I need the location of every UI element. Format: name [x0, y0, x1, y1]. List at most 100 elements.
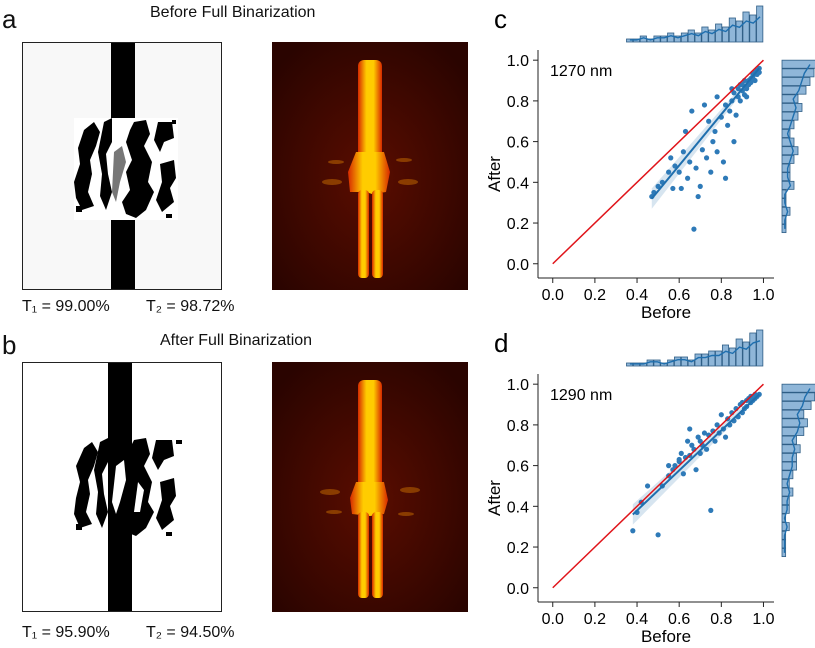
top-histogram-bar	[687, 359, 695, 367]
top-histogram-bar	[694, 32, 702, 43]
panel-letter-a: a	[2, 4, 17, 34]
right-histogram-bar	[781, 496, 790, 506]
right-histogram-bar	[781, 427, 805, 436]
scatter-point	[689, 108, 695, 114]
top-histogram-bar	[694, 353, 702, 367]
scatter-point	[725, 122, 731, 128]
transmission-t2-before: T₂ = 98.72%	[146, 298, 235, 315]
top-histogram-bar	[742, 341, 750, 367]
top-histogram-bar	[735, 20, 743, 43]
scatter-point	[682, 128, 689, 135]
right-histogram-bar	[781, 418, 808, 428]
scatter-point	[731, 90, 737, 96]
x-axis-label: Before	[641, 627, 691, 646]
right-histogram-bar	[781, 470, 794, 480]
regression-line	[651, 67, 761, 200]
scatter-point	[644, 483, 651, 489]
right-histogram-bar	[781, 59, 815, 69]
right-density-curve	[783, 388, 811, 553]
right-histogram-bar	[781, 409, 805, 419]
field-map-after	[272, 362, 468, 612]
right-histogram-bar	[781, 163, 791, 173]
scatter-point	[697, 183, 703, 189]
right-histogram-bar	[781, 94, 799, 104]
top-histogram-bar	[728, 17, 736, 43]
transmission-t1-after: T₁ = 95.90%	[22, 624, 110, 641]
scatter-point	[701, 102, 708, 108]
scatter-point	[678, 450, 684, 456]
y-tick-label: 0.2	[507, 540, 529, 557]
y-tick-label: 0.4	[507, 499, 529, 516]
scatter-point	[697, 438, 703, 444]
scatter-point	[687, 159, 693, 165]
scatter-point	[672, 463, 678, 469]
scatter-point	[685, 175, 691, 181]
right-histogram-bar	[781, 461, 797, 471]
top-histogram-bar	[674, 356, 682, 367]
scatter-point	[752, 77, 758, 84]
right-histogram-bar	[781, 68, 815, 78]
top-density-curve	[629, 16, 761, 41]
panel-title-a: Before Full Binarization	[150, 4, 316, 21]
x-tick-label: 0.4	[626, 287, 648, 304]
y-tick-label: 0.4	[507, 175, 529, 192]
right-histogram-bar	[781, 111, 799, 121]
top-histogram-bar	[715, 350, 723, 367]
top-histogram-bar	[680, 32, 688, 43]
scatter-point	[693, 467, 699, 473]
scatter-point	[708, 169, 714, 175]
scatter-point	[655, 532, 661, 538]
right-histogram-bar	[781, 189, 787, 199]
scatter-point	[670, 185, 676, 192]
x-tick-label: 0.0	[542, 611, 564, 628]
design-pattern	[74, 118, 178, 220]
scatter-point	[701, 430, 708, 436]
y-tick-label: 0.0	[507, 581, 529, 598]
scatter-point	[712, 438, 718, 444]
y-tick-label: 0.8	[507, 94, 529, 111]
regression-line	[632, 393, 760, 516]
right-histogram-bar	[781, 435, 797, 445]
scatter-point	[695, 193, 701, 200]
scatter-point	[680, 471, 686, 477]
right-histogram-bar	[781, 137, 795, 147]
right-histogram-bar	[781, 478, 790, 488]
design-image-before	[22, 42, 222, 290]
scatter-point	[722, 175, 729, 181]
right-histogram-bar	[781, 392, 815, 402]
scatter-point	[737, 98, 743, 104]
x-tick-label: 0.8	[710, 287, 732, 304]
x-tick-label: 0.2	[584, 611, 606, 628]
scatter-point	[691, 226, 697, 232]
y-tick-label: 0.0	[507, 257, 529, 274]
x-tick-label: 0.4	[626, 611, 648, 628]
identity-line	[552, 59, 764, 265]
scatter-point	[718, 412, 724, 418]
top-histogram-bar	[701, 353, 709, 367]
right-histogram-bar	[781, 85, 807, 95]
right-histogram-bar	[781, 452, 797, 462]
scatter-point	[710, 139, 716, 145]
scatter-point	[744, 86, 750, 92]
x-tick-label: 0.6	[668, 611, 690, 628]
right-histogram-bar	[781, 77, 811, 86]
scatter-point	[693, 165, 699, 171]
top-density-curve	[629, 340, 761, 365]
scatter-point	[687, 426, 693, 432]
top-histogram-bar	[756, 5, 764, 43]
x-axis-label: Before	[641, 303, 691, 322]
scatter-point	[727, 108, 733, 114]
right-histogram-bar	[781, 146, 799, 156]
right-histogram-bar	[781, 154, 795, 164]
right-histogram-bar	[781, 120, 795, 130]
top-histogram-bar	[680, 356, 688, 367]
right-histogram-bar	[781, 487, 794, 497]
top-histogram-bar	[674, 35, 682, 43]
scatter-point	[680, 149, 686, 155]
x-tick-label: 0.0	[542, 287, 564, 304]
scatter-point	[666, 463, 672, 469]
right-density-curve	[784, 64, 811, 229]
y-tick-label: 0.8	[507, 418, 529, 435]
scatter-point	[712, 128, 718, 135]
scatter-point	[744, 94, 750, 100]
